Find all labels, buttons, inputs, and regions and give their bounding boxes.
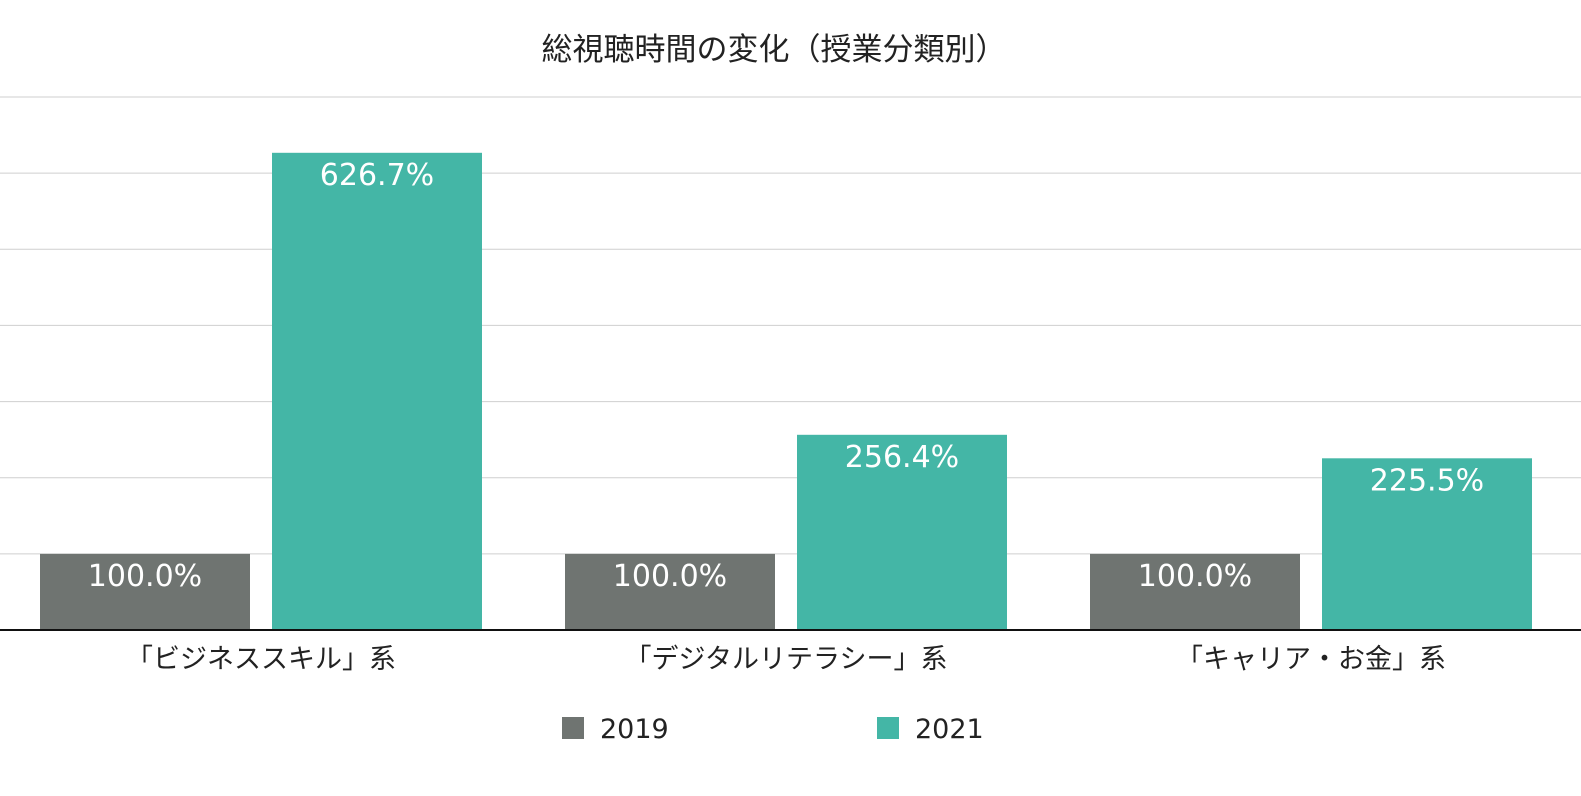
category-label-3: 「キャリア・お金」系 (1176, 644, 1446, 675)
bar-2021-2 (797, 434, 1007, 630)
data-label-2021-3: 225.5% (1370, 463, 1484, 498)
data-label-2019-2: 100.0% (613, 559, 727, 594)
category-label-2: 「デジタルリテラシー」系 (625, 644, 948, 675)
bar-2021-1 (272, 152, 482, 631)
legend-swatch-2019 (562, 717, 584, 739)
legend-label-2019: 2019 (600, 714, 669, 745)
category-label-1: 「ビジネススキル」系 (126, 644, 396, 675)
legend-item-2019: 2019 (562, 714, 669, 745)
bars: 100.0% 626.7% 100.0% 256.4% 100.0% 225.5% (40, 152, 1532, 631)
bar-2019-1 (40, 553, 250, 630)
bar-2019-2 (565, 553, 775, 630)
chart-title: 総視聴時間の変化（授業分類別） (542, 32, 1007, 68)
data-label-2019-3: 100.0% (1138, 559, 1252, 594)
legend-label-2021: 2021 (915, 714, 984, 745)
bar-2019-3 (1090, 553, 1300, 630)
legend-swatch-2021 (877, 717, 899, 739)
gridlines (0, 96, 1581, 555)
data-label-2021-2: 256.4% (845, 440, 959, 475)
bar-2021-3 (1322, 458, 1532, 630)
data-label-2021-1: 626.7% (320, 158, 434, 193)
category-labels: 「ビジネススキル」系 「デジタルリテラシー」系 「キャリア・お金」系 (126, 644, 1446, 675)
legend: 2019 2021 (562, 714, 984, 745)
data-label-2019-1: 100.0% (88, 559, 202, 594)
legend-item-2021: 2021 (877, 714, 984, 745)
